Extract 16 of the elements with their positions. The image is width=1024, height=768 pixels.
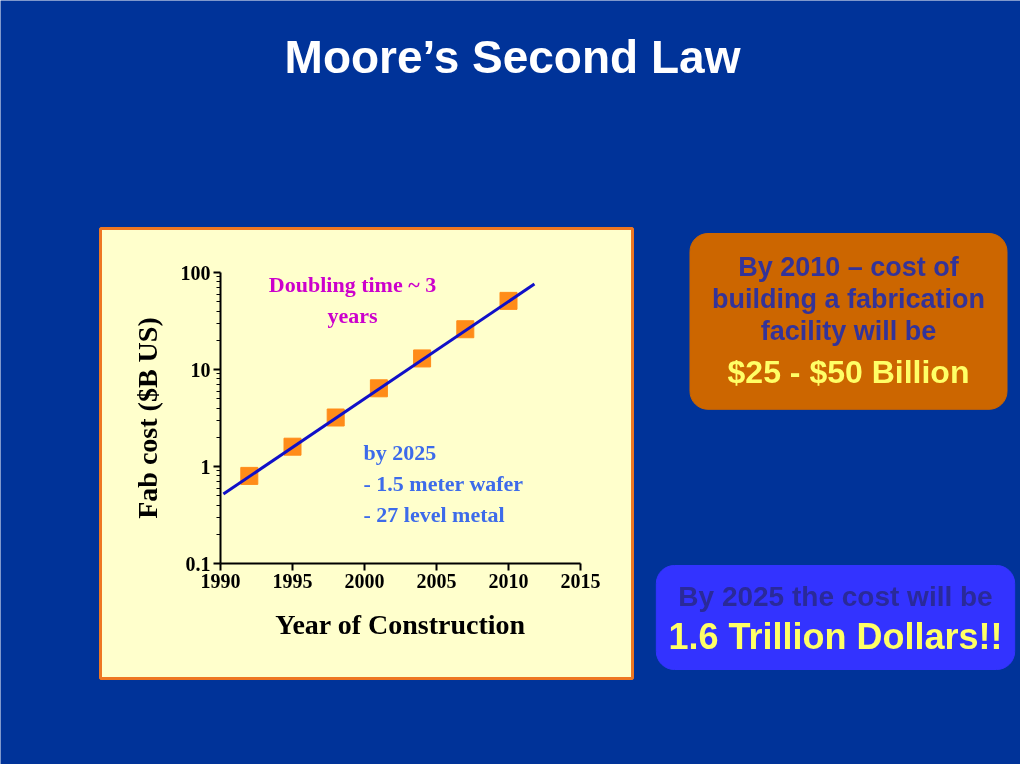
annotation: Doubling time ~ 3 years — [268, 271, 437, 328]
y-tick-label: 10 — [190, 358, 211, 381]
x-tick-label: 1995 — [272, 569, 313, 592]
x-tick-label: 2000 — [344, 569, 385, 592]
y-tick-label: 1 — [200, 455, 211, 478]
y-tick-label: 100 — [180, 261, 211, 284]
y-tick-label: 0.1 — [185, 552, 211, 575]
text: By 2025 the cost will be 1.6 Trillion Dollars!! — [668, 580, 1003, 657]
x-tick-label: 2010 — [488, 569, 529, 592]
chart-title: Moore’s Second Law — [284, 30, 741, 83]
text: By 2010 – cost of building a fabrication facility will be $25 - $50 Billion — [712, 251, 986, 390]
annotation: by 2025 - 1.5 meter wafer - 27 level metal — [363, 439, 524, 527]
x-tick-label: 2005 — [416, 569, 457, 592]
x-tick-label: 2015 — [560, 569, 601, 592]
x-axis-title: Year of Construction — [275, 608, 526, 640]
y-axis-title: Fab cost ($B US) — [131, 317, 163, 519]
